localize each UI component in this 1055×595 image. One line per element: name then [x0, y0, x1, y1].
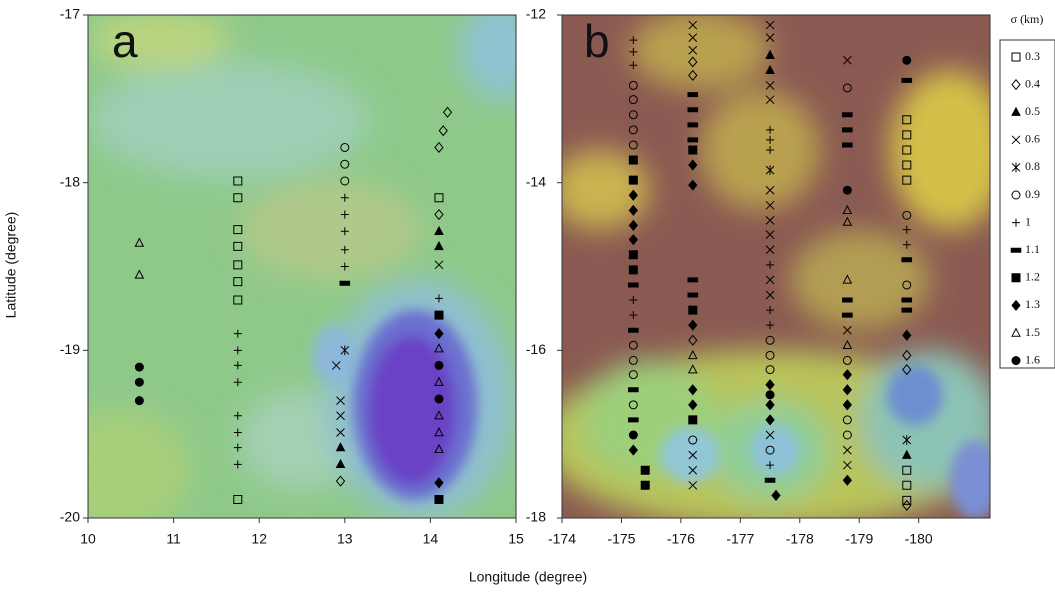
data-point [629, 431, 637, 439]
x-tick-label: -180 [905, 531, 933, 547]
data-point [435, 311, 443, 319]
data-point [435, 496, 443, 504]
data-point [766, 391, 774, 399]
y-axis-label: Latitude (degree) [3, 212, 19, 319]
legend-label: 1 [1025, 214, 1031, 228]
legend-label: 1.2 [1025, 270, 1040, 284]
legend-label: 1.5 [1025, 325, 1040, 339]
data-point [688, 278, 698, 282]
data-point [843, 143, 853, 147]
data-point [688, 123, 698, 127]
legend-marker [1011, 248, 1021, 252]
data-point [629, 388, 639, 392]
x-tick-label: -177 [726, 531, 754, 547]
panel-a-background [50, 0, 540, 530]
x-tick-label: 10 [80, 531, 96, 547]
legend-label: 1.1 [1025, 242, 1040, 256]
data-point [629, 156, 637, 164]
data-point [902, 308, 912, 312]
x-tick-label: 11 [166, 531, 181, 547]
data-point [629, 176, 637, 184]
data-point [135, 363, 143, 371]
data-point [641, 466, 649, 474]
data-point [135, 378, 143, 386]
panel-b-background [540, 10, 1010, 530]
legend-label: 1.6 [1025, 352, 1040, 366]
data-point [688, 138, 698, 142]
y-tick-label: -16 [526, 341, 546, 357]
data-point [629, 251, 637, 259]
x-axis-label: Longitude (degree) [469, 569, 587, 585]
data-point [902, 78, 912, 82]
y-tick-label: -17 [60, 6, 80, 22]
data-point [688, 293, 698, 297]
data-point [903, 56, 911, 64]
data-point [340, 281, 350, 285]
legend-label: 1.3 [1025, 297, 1040, 311]
data-point [843, 313, 853, 317]
legend-marker [1012, 357, 1020, 365]
legend-label: 0.3 [1025, 49, 1040, 63]
x-tick-label: 13 [337, 531, 353, 547]
data-point [641, 481, 649, 489]
x-tick-label: -175 [607, 531, 635, 547]
figure: a b Longitude (degree) Latitude (degree)… [0, 0, 1055, 590]
legend-label: 0.9 [1025, 187, 1040, 201]
y-tick-label: -19 [60, 341, 80, 357]
y-tick-label: -14 [526, 173, 546, 189]
x-tick-label: -179 [845, 531, 873, 547]
y-tick-label: -18 [60, 173, 80, 189]
data-point [435, 361, 443, 369]
data-point [902, 258, 912, 262]
data-point [765, 478, 775, 482]
data-point [689, 306, 697, 314]
panel-label: a [112, 15, 138, 67]
legend-marker [1012, 274, 1020, 282]
legend-label: 0.8 [1025, 159, 1040, 173]
data-point [843, 113, 853, 117]
data-point [435, 395, 443, 403]
x-tick-label: 12 [251, 531, 267, 547]
data-point [689, 416, 697, 424]
x-tick-label: -174 [548, 531, 576, 547]
x-tick-label: 14 [423, 531, 439, 547]
legend-label: 0.5 [1025, 104, 1040, 118]
data-point [843, 298, 853, 302]
data-point [629, 283, 639, 287]
data-point [135, 397, 143, 405]
data-point [902, 298, 912, 302]
x-tick-label: 15 [508, 531, 524, 547]
y-tick-label: -18 [526, 509, 546, 525]
data-point [843, 128, 853, 132]
x-tick-label: -178 [786, 531, 814, 547]
legend-label: 0.4 [1025, 76, 1040, 90]
data-point [629, 266, 637, 274]
y-tick-label: -20 [60, 509, 80, 525]
legend-label: 0.6 [1025, 132, 1040, 146]
y-tick-label: -12 [526, 6, 546, 22]
data-point [689, 146, 697, 154]
data-point [629, 418, 639, 422]
x-tick-label: -176 [667, 531, 695, 547]
data-point [843, 186, 851, 194]
data-point [629, 328, 639, 332]
data-point [688, 108, 698, 112]
panel-label: b [584, 15, 610, 67]
legend-title: σ (km) [1011, 12, 1044, 26]
data-point [688, 93, 698, 97]
